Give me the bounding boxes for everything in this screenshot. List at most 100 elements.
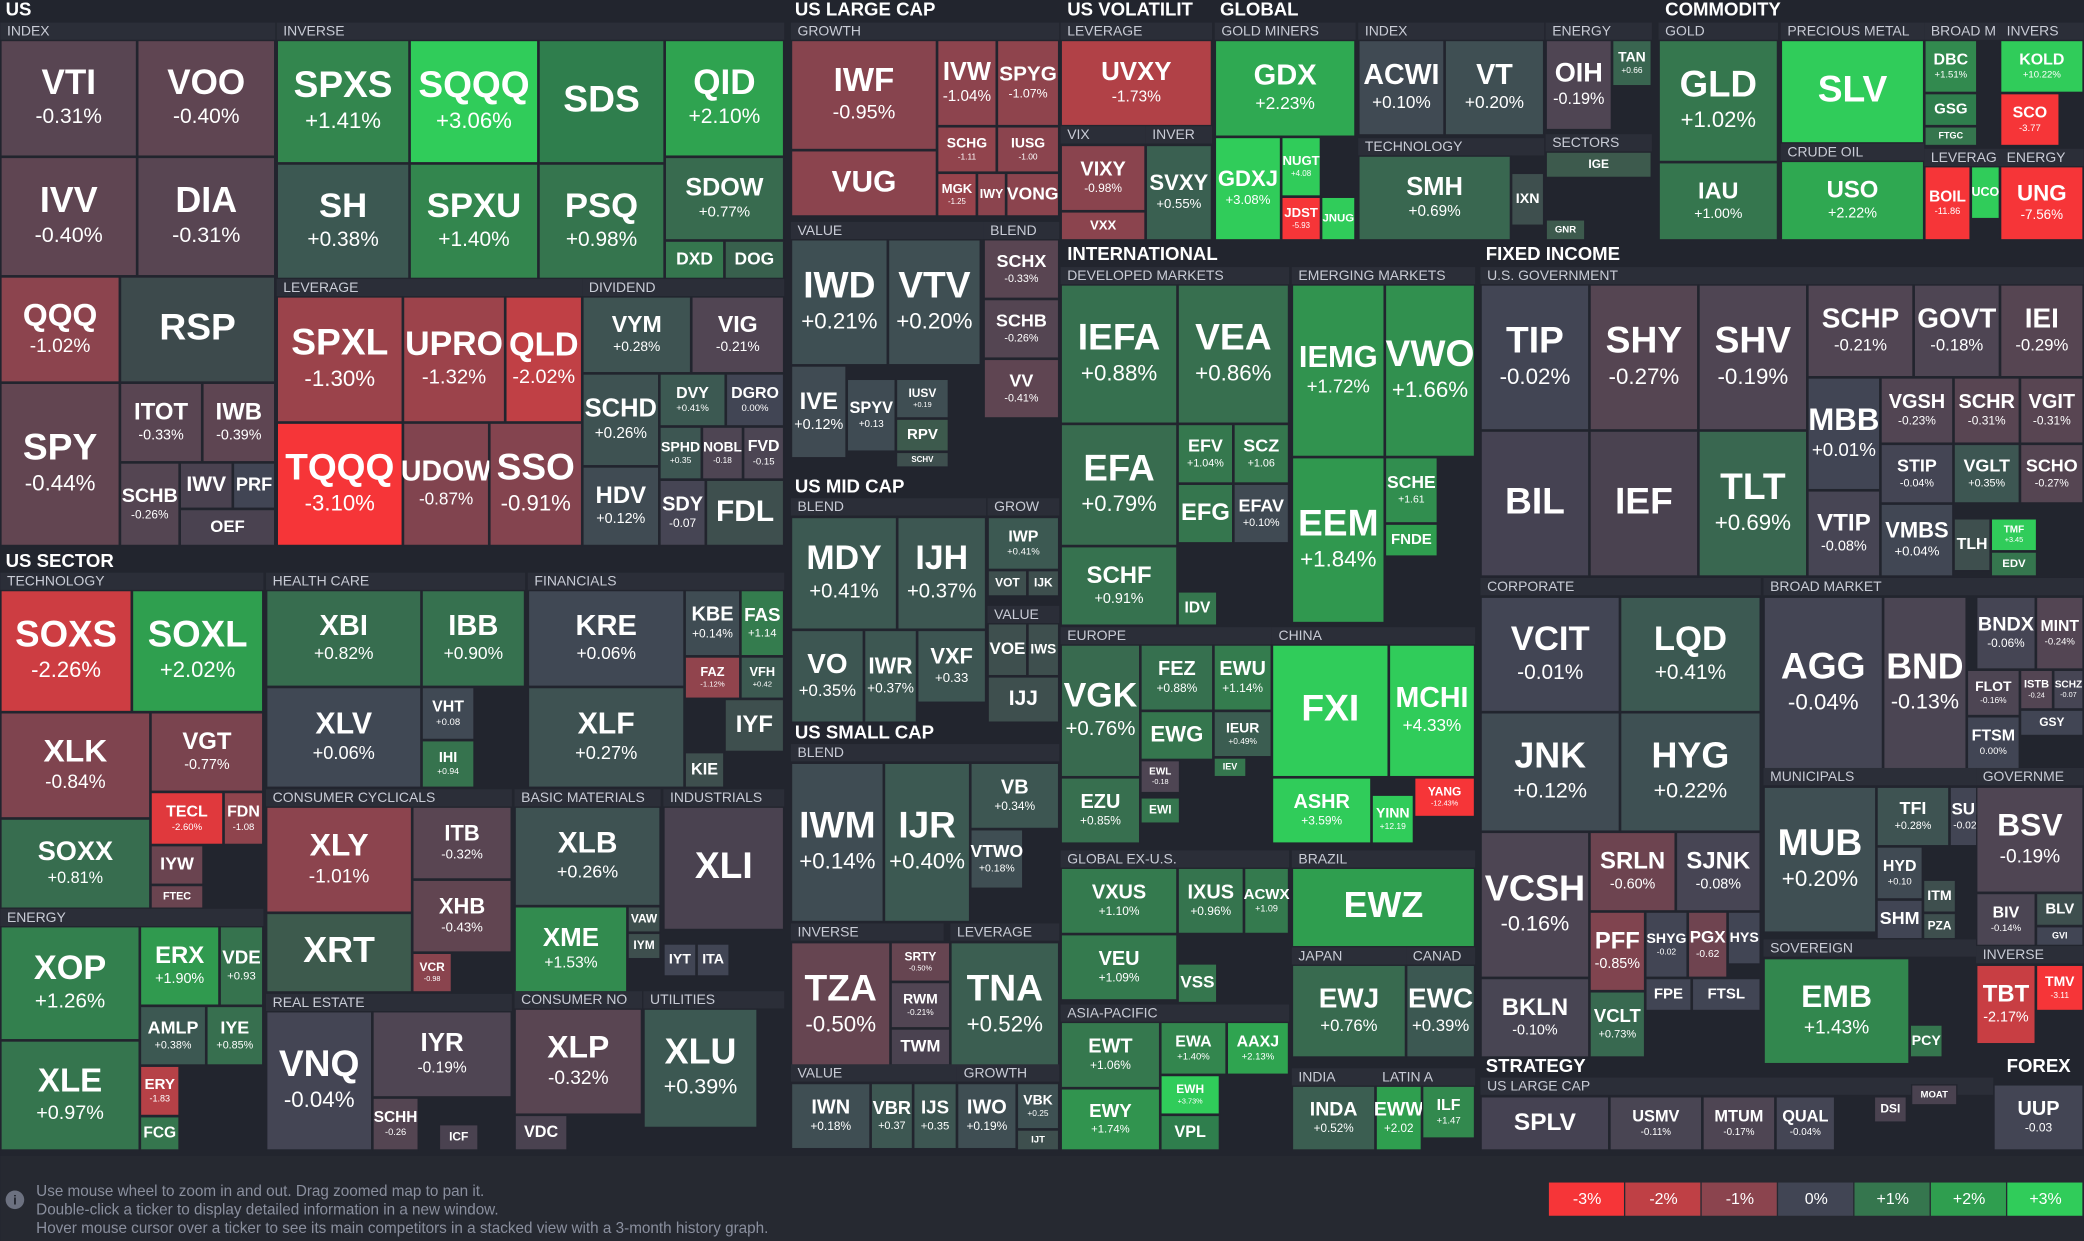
ticker-tile[interactable]	[691, 296, 785, 374]
ticker-tile[interactable]	[663, 943, 697, 977]
ticker-tile[interactable]	[1807, 377, 1881, 491]
ticker-tile[interactable]	[1691, 977, 1761, 1012]
ticker-tile[interactable]	[1480, 284, 1590, 431]
ticker-tile[interactable]	[983, 239, 1060, 299]
ticker-tile[interactable]	[1953, 443, 2020, 504]
ticker-tile[interactable]	[2035, 964, 2084, 1012]
ticker-tile[interactable]	[1589, 831, 1676, 912]
ticker-tile[interactable]	[1763, 957, 1910, 1065]
ticker-tile[interactable]	[0, 382, 120, 547]
ticker-tile[interactable]	[1177, 867, 1244, 935]
ticker-tile[interactable]	[0, 589, 132, 713]
ticker-tile[interactable]	[1966, 716, 2020, 770]
ticker-tile[interactable]	[1444, 39, 1545, 136]
ticker-tile[interactable]	[1271, 644, 1389, 778]
ticker-tile[interactable]	[663, 806, 785, 931]
ticker-tile[interactable]	[1060, 934, 1178, 1001]
ticker-tile[interactable]	[1422, 1085, 1476, 1139]
ticker-tile[interactable]	[119, 276, 276, 383]
ticker-tile[interactable]	[266, 686, 422, 788]
ticker-tile[interactable]	[701, 426, 744, 480]
ticker-tile[interactable]	[438, 1124, 479, 1151]
ticker-tile[interactable]	[0, 156, 138, 277]
ticker-tile[interactable]	[582, 466, 660, 547]
ticker-tile[interactable]	[1281, 136, 1322, 197]
ticker-tile[interactable]	[987, 623, 1028, 677]
ticker-tile[interactable]	[897, 516, 987, 630]
ticker-tile[interactable]	[139, 1005, 207, 1066]
ticker-tile[interactable]	[137, 156, 276, 277]
ticker-tile[interactable]	[266, 912, 413, 993]
ticker-tile[interactable]	[1213, 710, 1272, 758]
ticker-tile[interactable]	[684, 656, 741, 699]
ticker-tile[interactable]	[1177, 284, 1290, 424]
ticker-tile[interactable]	[937, 39, 997, 127]
ticker-tile[interactable]	[1291, 284, 1385, 458]
ticker-tile[interactable]	[179, 462, 233, 509]
ticker-tile[interactable]	[1016, 1129, 1060, 1151]
ticker-tile[interactable]	[372, 1011, 512, 1098]
ticker-tile[interactable]	[684, 752, 725, 788]
ticker-tile[interactable]	[1480, 977, 1590, 1058]
ticker-tile[interactable]	[1480, 430, 1590, 577]
ticker-tile[interactable]	[1140, 760, 1181, 794]
ticker-tile[interactable]	[402, 422, 490, 547]
ticker-tile[interactable]	[790, 762, 884, 923]
ticker-tile[interactable]	[696, 943, 730, 977]
ticker-tile[interactable]	[740, 656, 785, 699]
ticker-tile[interactable]	[1880, 503, 1954, 577]
ticker-tile[interactable]	[1993, 1084, 2084, 1151]
ticker-tile[interactable]	[1358, 155, 1512, 241]
ticker-tile[interactable]	[1999, 284, 2084, 378]
ticker-tile[interactable]	[1775, 1096, 1836, 1151]
ticker-tile[interactable]	[409, 39, 539, 164]
ticker-tile[interactable]	[137, 39, 276, 157]
ticker-tile[interactable]	[150, 845, 204, 885]
ticker-tile[interactable]	[1876, 846, 1923, 900]
ticker-tile[interactable]	[1999, 39, 2084, 94]
ticker-tile[interactable]	[987, 570, 1028, 597]
ticker-tile[interactable]	[1384, 457, 1438, 524]
ticker-tile[interactable]	[276, 296, 403, 423]
ticker-tile[interactable]	[1990, 518, 2038, 552]
ticker-tile[interactable]	[1291, 867, 1476, 948]
ticker-tile[interactable]	[790, 239, 888, 366]
ticker-tile[interactable]	[987, 516, 1060, 571]
ticker-tile[interactable]	[1658, 162, 1779, 241]
ticker-tile[interactable]	[664, 39, 785, 157]
ticker-tile[interactable]	[412, 952, 453, 993]
ticker-tile[interactable]	[1006, 172, 1060, 217]
ticker-tile[interactable]	[402, 296, 506, 423]
ticker-tile[interactable]	[890, 981, 951, 1029]
ticker-tile[interactable]	[119, 382, 203, 463]
ticker-tile[interactable]	[1970, 166, 2000, 220]
ticker-tile[interactable]	[527, 589, 685, 687]
ticker-tile[interactable]	[0, 1040, 140, 1151]
ticker-tile[interactable]	[1763, 596, 1884, 770]
ticker-tile[interactable]	[1233, 483, 1290, 544]
ticker-tile[interactable]	[1976, 964, 2036, 1045]
ticker-tile[interactable]	[1727, 911, 1761, 965]
ticker-tile[interactable]	[1177, 483, 1234, 544]
ticker-tile[interactable]	[887, 239, 981, 366]
ticker-tile[interactable]	[150, 791, 224, 846]
ticker-tile[interactable]	[1480, 831, 1590, 978]
ticker-tile[interactable]	[790, 1082, 871, 1150]
ticker-tile[interactable]	[1909, 1024, 1943, 1058]
ticker-tile[interactable]	[917, 629, 987, 703]
ticker-tile[interactable]	[1060, 284, 1178, 424]
ticker-tile[interactable]	[1511, 172, 1545, 226]
ticker-tile[interactable]	[2053, 669, 2084, 710]
ticker-tile[interactable]	[1027, 623, 1060, 677]
ticker-tile[interactable]	[863, 629, 918, 723]
ticker-tile[interactable]	[790, 629, 864, 723]
ticker-tile[interactable]	[1702, 1096, 1776, 1151]
ticker-tile[interactable]	[1271, 777, 1372, 844]
ticker-tile[interactable]	[1807, 490, 1881, 577]
ticker-tile[interactable]	[421, 589, 526, 687]
ticker-tile[interactable]	[1780, 160, 1925, 241]
ticker-tile[interactable]	[1545, 39, 1613, 131]
ticker-tile[interactable]	[983, 298, 1060, 359]
ticker-tile[interactable]	[846, 378, 896, 452]
ticker-tile[interactable]	[2035, 596, 2084, 670]
